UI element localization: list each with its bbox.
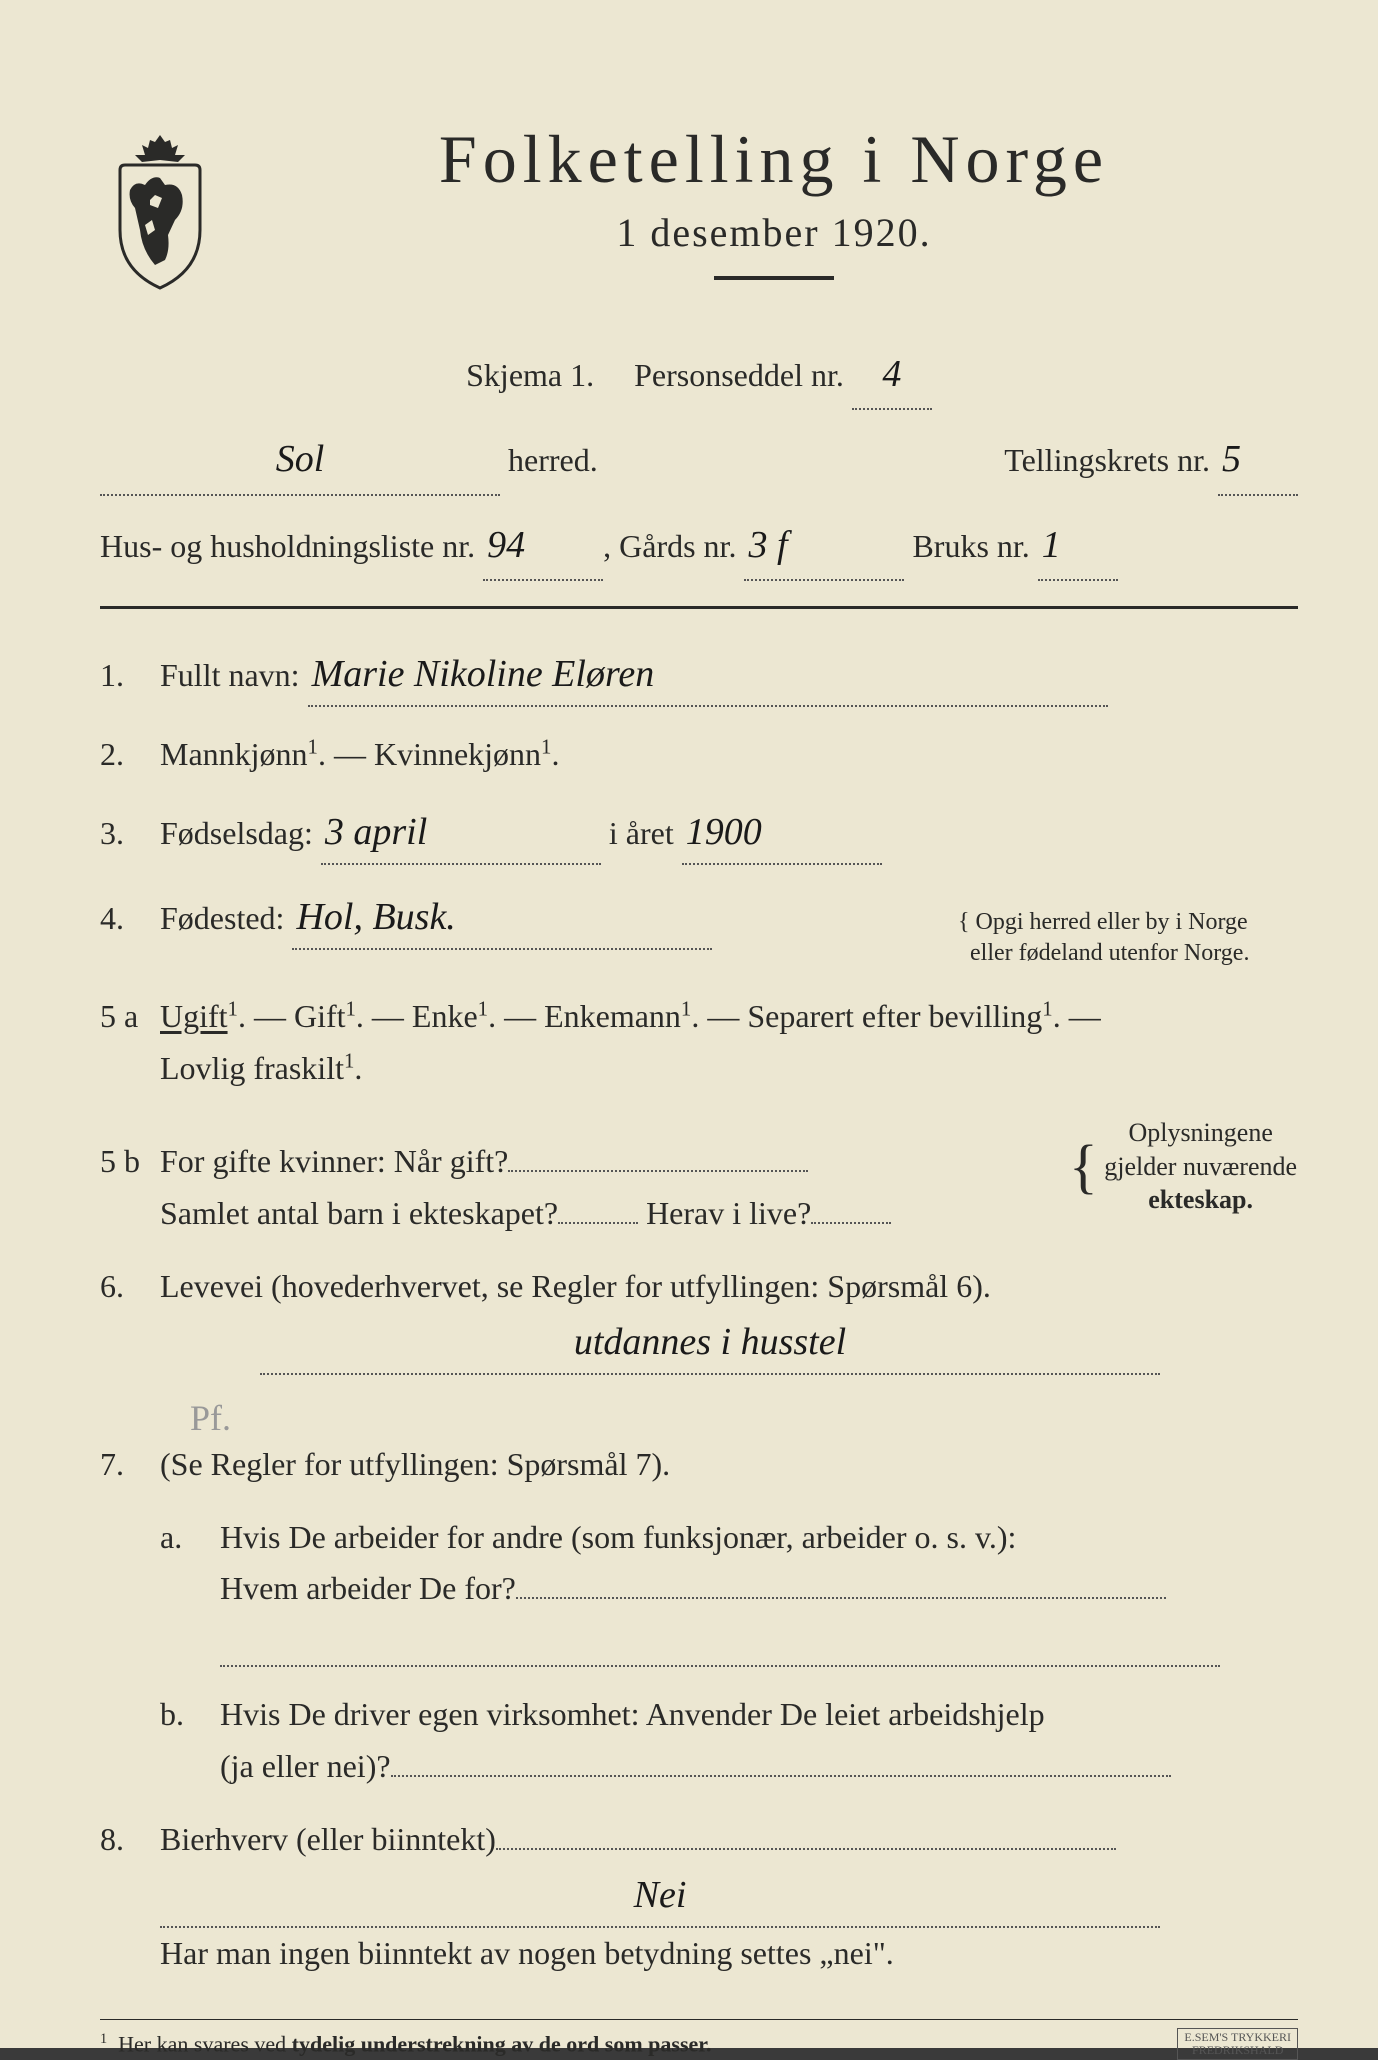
q5a-row: 5 a Ugift1. — Gift1. — Enke1. — Enkemann… bbox=[100, 991, 1298, 1093]
q5a-gift: Gift bbox=[294, 998, 346, 1034]
stamp-line2: FREDRIKSHALD bbox=[1192, 2043, 1283, 2057]
q7a-line2: Hvem arbeider De for? bbox=[220, 1570, 516, 1606]
bruks-label: Bruks nr. bbox=[912, 528, 1029, 564]
meta-line-3: Hus- og husholdningsliste nr. 94, Gårds … bbox=[100, 511, 1298, 581]
q8-hint: Har man ingen biinntekt av nogen betydni… bbox=[160, 1935, 894, 1971]
q3-label: Fødselsdag: bbox=[160, 815, 313, 851]
q7b-line1: Hvis De driver egen virksomhet: Anvender… bbox=[220, 1696, 1045, 1732]
q6-row: 6. Levevei (hovederhvervet, se Regler fo… bbox=[100, 1261, 1298, 1375]
q7b-row: b. Hvis De driver egen virksomhet: Anven… bbox=[160, 1689, 1298, 1791]
personseddel-value: 4 bbox=[878, 353, 905, 395]
q4-row: 4. Fødested: Hol, Busk. { Opgi herred el… bbox=[100, 887, 1298, 969]
q3-day: 3 april bbox=[321, 811, 431, 853]
stamp-line1: E.SEM'S TRYKKERI bbox=[1184, 2030, 1291, 2044]
q1-num: 1. bbox=[100, 650, 160, 701]
skjema-label: Skjema 1. bbox=[466, 357, 594, 393]
meta-line-1: Skjema 1. Personseddel nr. 4 bbox=[100, 340, 1298, 410]
q3-num: 3. bbox=[100, 808, 160, 859]
q5a-num: 5 a bbox=[100, 991, 160, 1042]
q6-value: utdannes i husstel bbox=[570, 1321, 850, 1363]
q7-row: 7. (Se Regler for utfyllingen: Spørsmål … bbox=[100, 1439, 1298, 1490]
q3-year: 1900 bbox=[682, 811, 766, 853]
meta-line-2: Sol herred. Tellingskrets nr. 5 bbox=[100, 425, 1298, 495]
q5b-label3: Herav i live? bbox=[646, 1195, 811, 1231]
personseddel-label: Personseddel nr. bbox=[634, 357, 844, 393]
gards-label: Gårds nr. bbox=[619, 528, 736, 564]
q6-label: Levevei (hovederhvervet, se Regler for u… bbox=[160, 1268, 991, 1304]
q5b-row: 5 b For gifte kvinner: Når gift? Samlet … bbox=[100, 1116, 1298, 1239]
herred-value: Sol bbox=[272, 438, 329, 480]
q4-label: Fødested: bbox=[160, 900, 284, 936]
census-form-page: Folketelling i Norge 1 desember 1920. Sk… bbox=[0, 0, 1378, 2048]
q7a-num: a. bbox=[160, 1512, 220, 1563]
tellingskrets-value: 5 bbox=[1218, 438, 1245, 480]
q1-row: 1. Fullt navn: Marie Nikoline Eløren bbox=[100, 644, 1298, 707]
title-divider bbox=[714, 276, 834, 280]
q6-pencil-note: Pf. bbox=[190, 1397, 1298, 1439]
q7-label: (Se Regler for utfyllingen: Spørsmål 7). bbox=[160, 1446, 670, 1482]
q5b-num: 5 b bbox=[100, 1136, 160, 1187]
title-block: Folketelling i Norge 1 desember 1920. bbox=[250, 120, 1298, 310]
q5a-enkemann: Enkemann bbox=[544, 998, 681, 1034]
q5a-fraskilt: Lovlig fraskilt bbox=[160, 1050, 344, 1086]
q4-value: Hol, Busk. bbox=[292, 896, 459, 938]
q5a-separert: Separert efter bevilling bbox=[747, 998, 1042, 1034]
q3-year-label: i året bbox=[609, 815, 674, 851]
q7a-row: a. Hvis De arbeider for andre (som funks… bbox=[160, 1512, 1298, 1668]
q4-num: 4. bbox=[100, 893, 160, 944]
q8-row: 8. Bierhverv (eller biinntekt) Nei Har m… bbox=[100, 1814, 1298, 1979]
hus-label: Hus- og husholdningsliste nr. bbox=[100, 528, 475, 564]
footnote-sup: 1 bbox=[100, 2031, 107, 2047]
q5b-label1: For gifte kvinner: Når gift? bbox=[160, 1143, 508, 1179]
q5a-enke: Enke bbox=[412, 998, 478, 1034]
subtitle: 1 desember 1920. bbox=[250, 209, 1298, 256]
q7-num: 7. bbox=[100, 1439, 160, 1490]
q5b-note1: Oplysningene bbox=[1128, 1118, 1272, 1147]
bruks-value: 1 bbox=[1038, 524, 1065, 566]
gards-value: 3 f bbox=[744, 524, 791, 566]
herred-label: herred. bbox=[508, 442, 598, 478]
q3-row: 3. Fødselsdag: 3 april i året 1900 bbox=[100, 802, 1298, 865]
section-divider bbox=[100, 606, 1298, 609]
printer-stamp: E.SEM'S TRYKKERI FREDRIKSHALD bbox=[1177, 2028, 1298, 2060]
q2-num: 2. bbox=[100, 729, 160, 780]
q5a-ugift: Ugift bbox=[160, 998, 228, 1034]
q7b-line2: (ja eller nei)? bbox=[220, 1748, 391, 1784]
q7a-line1: Hvis De arbeider for andre (som funksjon… bbox=[220, 1519, 1016, 1555]
q7b-num: b. bbox=[160, 1689, 220, 1740]
q5b-note3: ekteskap. bbox=[1148, 1185, 1253, 1214]
q8-num: 8. bbox=[100, 1814, 160, 1865]
q5b-label2: Samlet antal barn i ekteskapet? bbox=[160, 1195, 558, 1231]
q1-value: Marie Nikoline Eløren bbox=[308, 653, 659, 695]
header: Folketelling i Norge 1 desember 1920. bbox=[100, 120, 1298, 310]
main-title: Folketelling i Norge bbox=[250, 120, 1298, 199]
q1-label: Fullt navn: bbox=[160, 657, 300, 693]
coat-of-arms-icon bbox=[100, 130, 220, 290]
hus-value: 94 bbox=[483, 524, 529, 566]
q4-note1: Opgi herred eller by i Norge bbox=[976, 909, 1248, 935]
q5b-note2: gjelder nuværende bbox=[1104, 1152, 1297, 1181]
tellingskrets-label: Tellingskrets nr. bbox=[1004, 442, 1210, 478]
q6-num: 6. bbox=[100, 1261, 160, 1312]
q2-row: 2. Mannkjønn1. — Kvinnekjønn1. bbox=[100, 729, 1298, 780]
q4-note2: eller fødeland utenfor Norge. bbox=[970, 940, 1249, 966]
footnote-text: Her kan svares ved tydelig understreknin… bbox=[118, 2031, 711, 2056]
q2-female: Kvinnekjønn bbox=[374, 736, 541, 772]
q8-label: Bierhverv (eller biinntekt) bbox=[160, 1821, 496, 1857]
footnote: 1 Her kan svares ved tydelig understrekn… bbox=[100, 2019, 1298, 2060]
q8-value: Nei bbox=[630, 1874, 691, 1916]
q2-male: Mannkjønn bbox=[160, 736, 308, 772]
